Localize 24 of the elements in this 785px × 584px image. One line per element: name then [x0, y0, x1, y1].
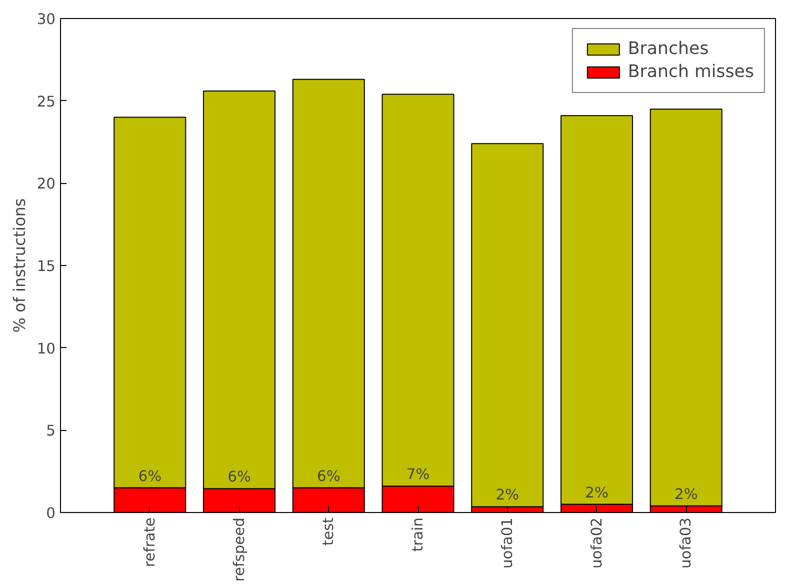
y-tick-label: 30: [36, 11, 56, 28]
x-tick-label: uofa01: [498, 518, 516, 569]
x-tick-label: uofa02: [588, 518, 606, 569]
x-tick-label: test: [320, 517, 338, 546]
x-tick-label: refspeed: [230, 517, 248, 582]
annotation: 6%: [138, 468, 162, 485]
x-tick-label: uofa03: [678, 518, 695, 569]
annotation: 2%: [585, 484, 608, 502]
annotation: 2%: [674, 486, 698, 503]
y-tick-label: 25: [36, 93, 56, 110]
y-tick-label: 15: [36, 258, 56, 275]
y-tick-label: 5: [46, 422, 56, 440]
annotation: 7%: [406, 466, 430, 484]
legend-label: Branch misses: [628, 62, 754, 82]
y-tick-label: 0: [46, 505, 56, 522]
y-tick-label: 10: [36, 340, 56, 358]
y-tick-label: 20: [36, 176, 56, 193]
annotation: 2%: [496, 486, 520, 504]
y-axis-title: % of instructions: [10, 198, 29, 333]
x-tick-label: train: [410, 517, 426, 552]
legend-label: Branches: [628, 39, 709, 59]
annotation: 6%: [317, 468, 340, 485]
x-tick-label: refrate: [141, 517, 158, 568]
annotation: 6%: [228, 468, 251, 486]
